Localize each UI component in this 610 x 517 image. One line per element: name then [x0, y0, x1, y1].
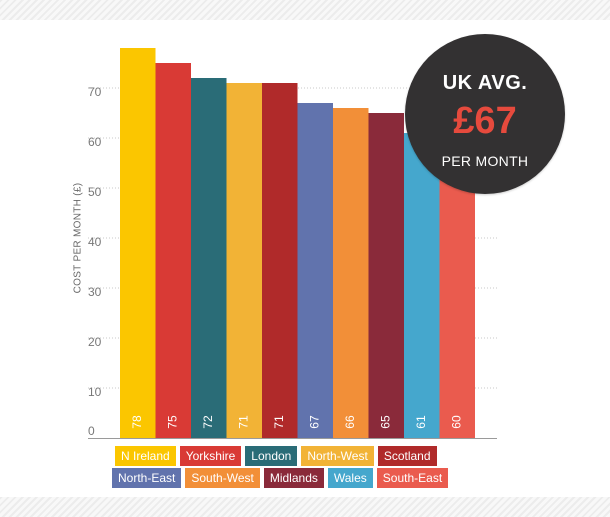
legend-item: North-East — [112, 468, 182, 488]
legend-item: North-West — [301, 446, 374, 466]
y-tick-label: 50 — [88, 185, 102, 199]
bar-value-label: 78 — [130, 415, 144, 429]
top-stripe-border — [0, 0, 610, 20]
bar-value-label: 61 — [414, 415, 428, 429]
legend-item: Midlands — [263, 468, 324, 488]
bar-north-west — [226, 83, 262, 438]
bar-value-label: 75 — [165, 415, 179, 429]
legend-item: Scotland — [377, 446, 437, 466]
bar-midlands — [368, 113, 404, 438]
bar-value-label: 71 — [272, 415, 286, 429]
bar-value-label: 65 — [378, 415, 392, 429]
legend-row-2: North-East South-West Midlands Wales South-E… — [112, 468, 449, 488]
legend-row-1: N Ireland Yorkshire London North-West Scotla… — [115, 446, 437, 466]
uk-average-badge: UK AVG. £67 PER MONTH — [405, 34, 565, 194]
bar-value-label: 60 — [449, 415, 463, 429]
legend-item: South-West — [185, 468, 260, 488]
bar-value-label: 72 — [201, 415, 215, 429]
legend-item: South-East — [376, 468, 449, 488]
y-axis-label: COST PER MONTH (£) — [72, 182, 84, 294]
bar-london — [191, 78, 227, 438]
badge-value: £67 — [453, 100, 517, 142]
y-tick-label: 70 — [88, 85, 102, 99]
bar-yorkshire — [155, 63, 191, 438]
legend-item: N Ireland — [115, 446, 176, 466]
legend-item: London — [245, 446, 298, 466]
badge-title: UK AVG. — [442, 72, 528, 94]
legend-item: Wales — [327, 468, 373, 488]
y-tick-label: 0 — [88, 424, 95, 438]
bar-south-west — [333, 108, 369, 438]
bottom-stripe-border — [0, 497, 610, 517]
bar-north-east — [297, 103, 333, 438]
y-tick-label: 40 — [88, 235, 102, 249]
y-tick-label: 10 — [88, 385, 102, 399]
y-tick-label: 60 — [88, 135, 102, 149]
y-tick-label: 30 — [88, 285, 102, 299]
bar-wales — [404, 133, 440, 438]
y-tick-label: 20 — [88, 335, 102, 349]
bar-n-ireland — [120, 48, 156, 438]
legend-item: Yorkshire — [179, 446, 242, 466]
bar-value-label: 66 — [343, 415, 357, 429]
badge-subtitle: PER MONTH — [441, 153, 529, 169]
bar-value-label: 67 — [307, 415, 321, 429]
bar-value-label: 71 — [236, 415, 250, 429]
bar-scotland — [262, 83, 298, 438]
